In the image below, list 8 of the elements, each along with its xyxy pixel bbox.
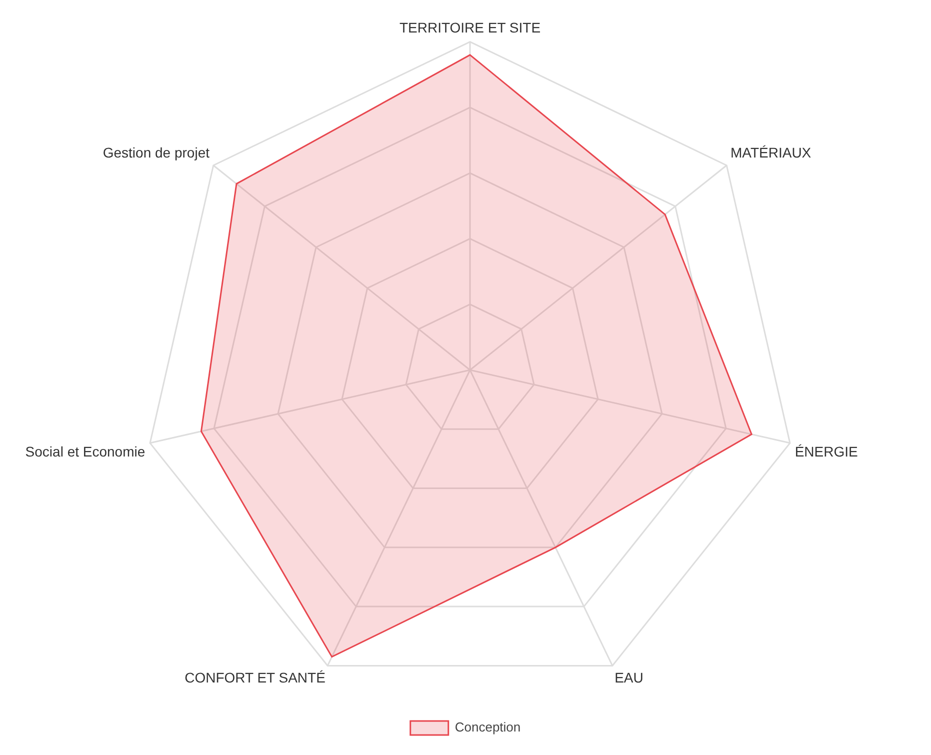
legend-label: Conception — [454, 720, 521, 735]
spoke-label: ÉNERGIE — [794, 443, 858, 460]
spoke-label: EAU — [614, 669, 644, 686]
spoke-label: Gestion de projet — [102, 144, 210, 161]
spoke-label: CONFORT ET SANTÉ — [184, 669, 326, 686]
spoke-label: TERRITOIRE ET SITE — [399, 19, 541, 36]
spoke-label: Social et Economie — [25, 443, 146, 460]
spoke-label: MATÉRIAUX — [730, 144, 812, 161]
